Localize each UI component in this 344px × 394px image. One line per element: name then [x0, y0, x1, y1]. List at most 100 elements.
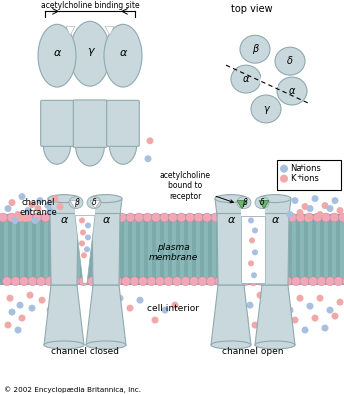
- Circle shape: [261, 312, 269, 319]
- Ellipse shape: [90, 195, 122, 203]
- FancyBboxPatch shape: [0, 214, 344, 285]
- Circle shape: [322, 325, 329, 331]
- Circle shape: [336, 299, 344, 306]
- Circle shape: [291, 197, 299, 204]
- Text: α: α: [53, 48, 61, 58]
- FancyBboxPatch shape: [128, 214, 132, 285]
- Text: δ: δ: [260, 198, 264, 207]
- Text: cell interior: cell interior: [147, 304, 199, 312]
- Circle shape: [9, 309, 15, 316]
- FancyBboxPatch shape: [192, 214, 196, 285]
- Circle shape: [237, 213, 246, 222]
- FancyBboxPatch shape: [64, 214, 68, 285]
- FancyBboxPatch shape: [248, 214, 252, 285]
- Circle shape: [161, 307, 169, 314]
- FancyBboxPatch shape: [16, 214, 20, 285]
- FancyBboxPatch shape: [32, 214, 36, 285]
- FancyBboxPatch shape: [8, 214, 12, 285]
- FancyBboxPatch shape: [277, 160, 341, 190]
- Circle shape: [297, 295, 303, 302]
- Polygon shape: [241, 203, 265, 216]
- Circle shape: [24, 213, 33, 222]
- Circle shape: [66, 213, 75, 222]
- Ellipse shape: [277, 77, 307, 105]
- Circle shape: [11, 217, 19, 224]
- Circle shape: [301, 203, 309, 210]
- Circle shape: [248, 217, 254, 223]
- Circle shape: [50, 213, 58, 222]
- Circle shape: [52, 195, 58, 202]
- Circle shape: [301, 327, 309, 333]
- Circle shape: [84, 213, 93, 222]
- FancyBboxPatch shape: [56, 214, 60, 285]
- Text: γ: γ: [87, 45, 93, 56]
- Circle shape: [81, 252, 87, 258]
- Circle shape: [232, 325, 238, 331]
- Ellipse shape: [211, 341, 251, 349]
- Circle shape: [26, 292, 33, 299]
- Circle shape: [332, 312, 338, 320]
- Circle shape: [185, 213, 194, 222]
- Circle shape: [338, 213, 344, 222]
- Circle shape: [266, 277, 275, 286]
- Circle shape: [249, 277, 258, 286]
- Polygon shape: [90, 199, 122, 216]
- Polygon shape: [259, 201, 269, 208]
- FancyBboxPatch shape: [0, 214, 4, 285]
- Circle shape: [194, 213, 203, 222]
- Circle shape: [24, 207, 32, 214]
- Circle shape: [79, 277, 88, 286]
- Polygon shape: [217, 214, 245, 285]
- Circle shape: [100, 213, 109, 222]
- Circle shape: [143, 213, 152, 222]
- FancyBboxPatch shape: [224, 214, 228, 285]
- Text: plasma
membrane: plasma membrane: [148, 243, 197, 262]
- Text: α: α: [227, 216, 235, 225]
- Circle shape: [326, 205, 333, 212]
- Circle shape: [322, 213, 331, 222]
- Text: channel open: channel open: [222, 348, 284, 357]
- FancyBboxPatch shape: [240, 214, 244, 285]
- Circle shape: [62, 277, 71, 286]
- Circle shape: [245, 213, 254, 222]
- Circle shape: [32, 213, 42, 222]
- Circle shape: [127, 305, 133, 312]
- Text: ions: ions: [301, 164, 321, 173]
- Circle shape: [130, 277, 139, 286]
- FancyBboxPatch shape: [160, 214, 164, 285]
- Circle shape: [307, 303, 313, 310]
- Circle shape: [280, 175, 288, 183]
- Text: β: β: [74, 198, 78, 207]
- Text: δ: δ: [92, 198, 96, 207]
- Circle shape: [267, 305, 273, 312]
- Text: α: α: [102, 216, 110, 225]
- Polygon shape: [66, 26, 75, 35]
- Circle shape: [304, 213, 313, 222]
- Ellipse shape: [109, 125, 137, 164]
- Circle shape: [75, 213, 84, 222]
- Circle shape: [343, 277, 344, 286]
- Polygon shape: [241, 216, 265, 283]
- Circle shape: [287, 211, 293, 218]
- Circle shape: [203, 213, 212, 222]
- FancyBboxPatch shape: [136, 214, 140, 285]
- Circle shape: [4, 322, 11, 329]
- Circle shape: [15, 213, 24, 222]
- Polygon shape: [255, 285, 295, 345]
- Circle shape: [251, 272, 257, 278]
- Text: δ: δ: [287, 56, 293, 66]
- FancyBboxPatch shape: [288, 214, 292, 285]
- Circle shape: [198, 277, 207, 286]
- FancyBboxPatch shape: [184, 214, 188, 285]
- Circle shape: [249, 238, 255, 243]
- Circle shape: [118, 213, 127, 222]
- Circle shape: [241, 314, 248, 322]
- Circle shape: [222, 316, 228, 323]
- Circle shape: [19, 314, 25, 322]
- Circle shape: [287, 307, 293, 314]
- Circle shape: [62, 302, 68, 309]
- Circle shape: [7, 295, 13, 302]
- Ellipse shape: [251, 95, 281, 123]
- Circle shape: [216, 297, 224, 304]
- Circle shape: [330, 213, 339, 222]
